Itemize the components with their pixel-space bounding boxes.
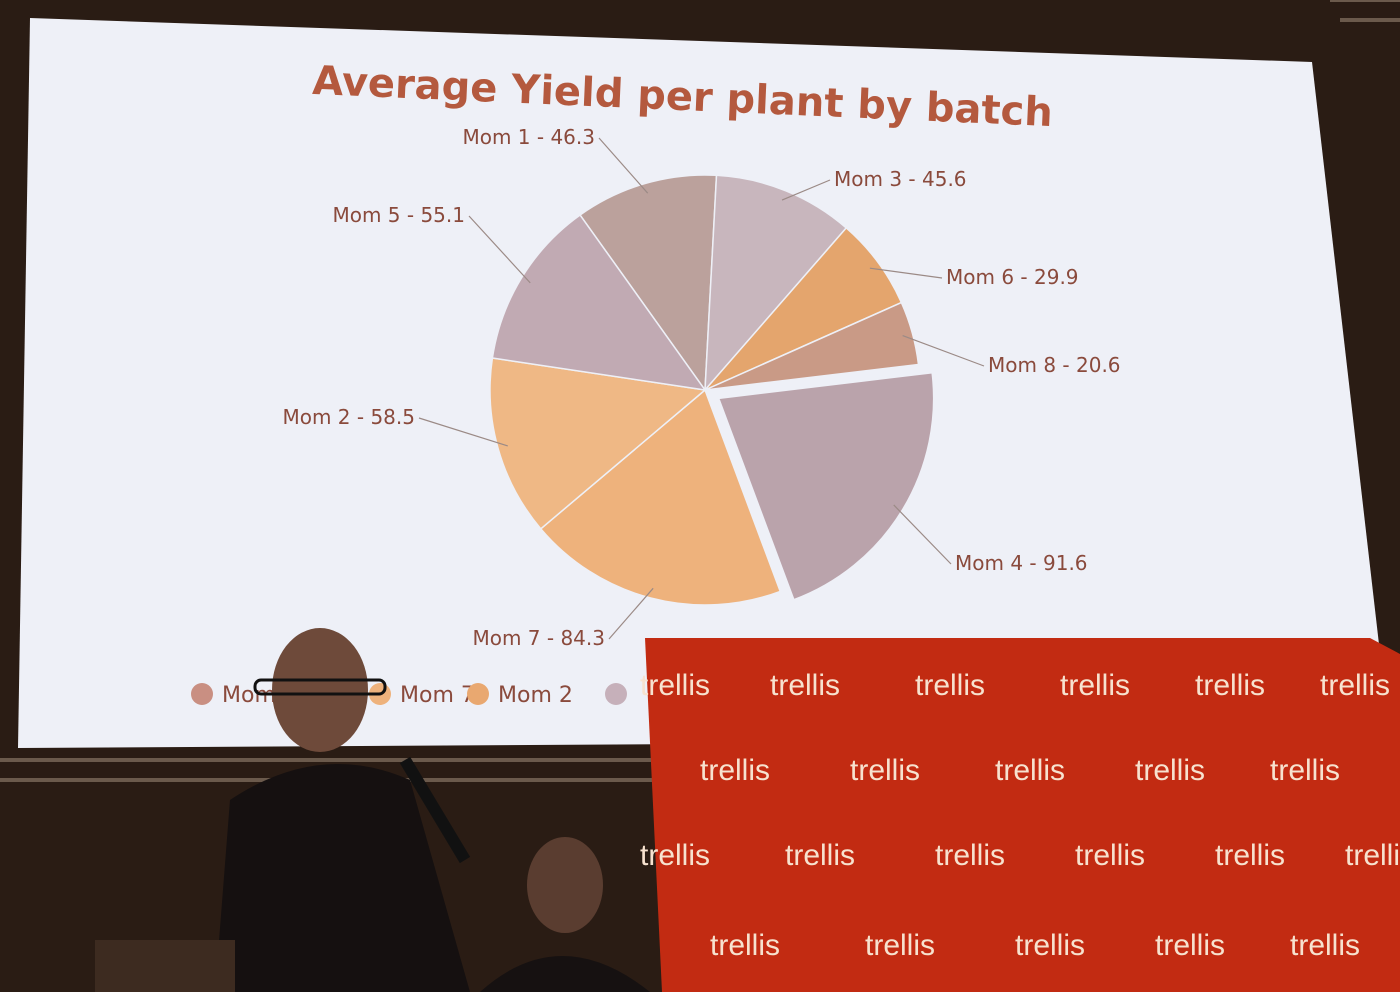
brand-logo-17: trellis [1345, 839, 1400, 872]
leader-line-mom-2 [418, 417, 508, 447]
brand-logo-4: trellis [1060, 669, 1130, 702]
brand-logo-11: trellis [1270, 754, 1340, 787]
brand-logo-14: trellis [935, 839, 1005, 872]
brand-logo-18: trellis [710, 929, 780, 962]
pie-slice-mom-7 [539, 388, 782, 606]
leader-line-mom-6 [869, 267, 943, 279]
brand-logo-10: trellis [1135, 754, 1205, 787]
brand-logo-20: trellis [1015, 929, 1085, 962]
presenter [215, 628, 471, 992]
pie-slice-mom-1 [579, 174, 718, 393]
leader-line-mom-8 [902, 334, 985, 367]
brand-logo-19: trellis [865, 929, 935, 962]
slice-label-mom-4: Mom 4 - 91.6 [955, 551, 1088, 575]
legend-marker-3 [467, 683, 489, 705]
brand-logo-12: trellis [640, 839, 710, 872]
leader-line-mom-3 [781, 179, 831, 201]
second-person [480, 837, 650, 992]
leader-line-mom-4 [893, 504, 952, 565]
pie-slice-mom-8 [704, 301, 920, 391]
brand-logo-15: trellis [1075, 839, 1145, 872]
brand-logo-21: trellis [1155, 929, 1225, 962]
brand-logo-6: trellis [1320, 669, 1390, 702]
sponsor-banner: trellis trellis trellis trellis trellis trell… [640, 638, 1400, 992]
slice-label-mom-7: Mom 7 - 84.3 [472, 626, 605, 650]
floor-sign [95, 940, 235, 992]
slice-label-mom-3: Mom 3 - 45.6 [834, 167, 967, 191]
leader-line-mom-7 [608, 587, 654, 640]
brand-logo-7: trellis [700, 754, 770, 787]
legend-marker-4 [605, 683, 627, 705]
brand-logo-13: trellis [785, 839, 855, 872]
leader-line-mom-1 [598, 137, 649, 194]
legend-label-2: Mom 7 [400, 683, 475, 708]
legend-label-3: Mom 2 [498, 683, 573, 708]
slice-label-mom-1: Mom 1 - 46.3 [462, 125, 595, 149]
brand-logo-16: trellis [1215, 839, 1285, 872]
leader-line-mom-5 [468, 215, 531, 284]
pie-slice-mom-5 [491, 213, 707, 392]
pie-slice-mom-3 [704, 174, 848, 393]
brand-logo-22: trellis [1290, 929, 1360, 962]
slice-label-mom-8: Mom 8 - 20.6 [988, 353, 1121, 377]
pie-slice-mom-4 [717, 371, 935, 601]
slice-label-mom-2: Mom 2 - 58.5 [282, 405, 415, 429]
legend-marker-1 [191, 683, 213, 705]
pie-chart: Mom 1 - 46.3 Mom 3 - 45.6 Mom 6 - 29.9 Mom … [282, 125, 1120, 650]
brand-logo-8: trellis [850, 754, 920, 787]
slice-label-mom-6: Mom 6 - 29.9 [946, 265, 1079, 289]
brand-logo-5: trellis [1195, 669, 1265, 702]
pie-slice-mom-2 [489, 357, 707, 530]
brand-logo-2: trellis [770, 669, 840, 702]
brand-logo-1: trellis [640, 669, 710, 702]
slice-label-mom-5: Mom 5 - 55.1 [332, 203, 465, 227]
brand-logo-9: trellis [995, 754, 1065, 787]
brand-logo-3: trellis [915, 669, 985, 702]
